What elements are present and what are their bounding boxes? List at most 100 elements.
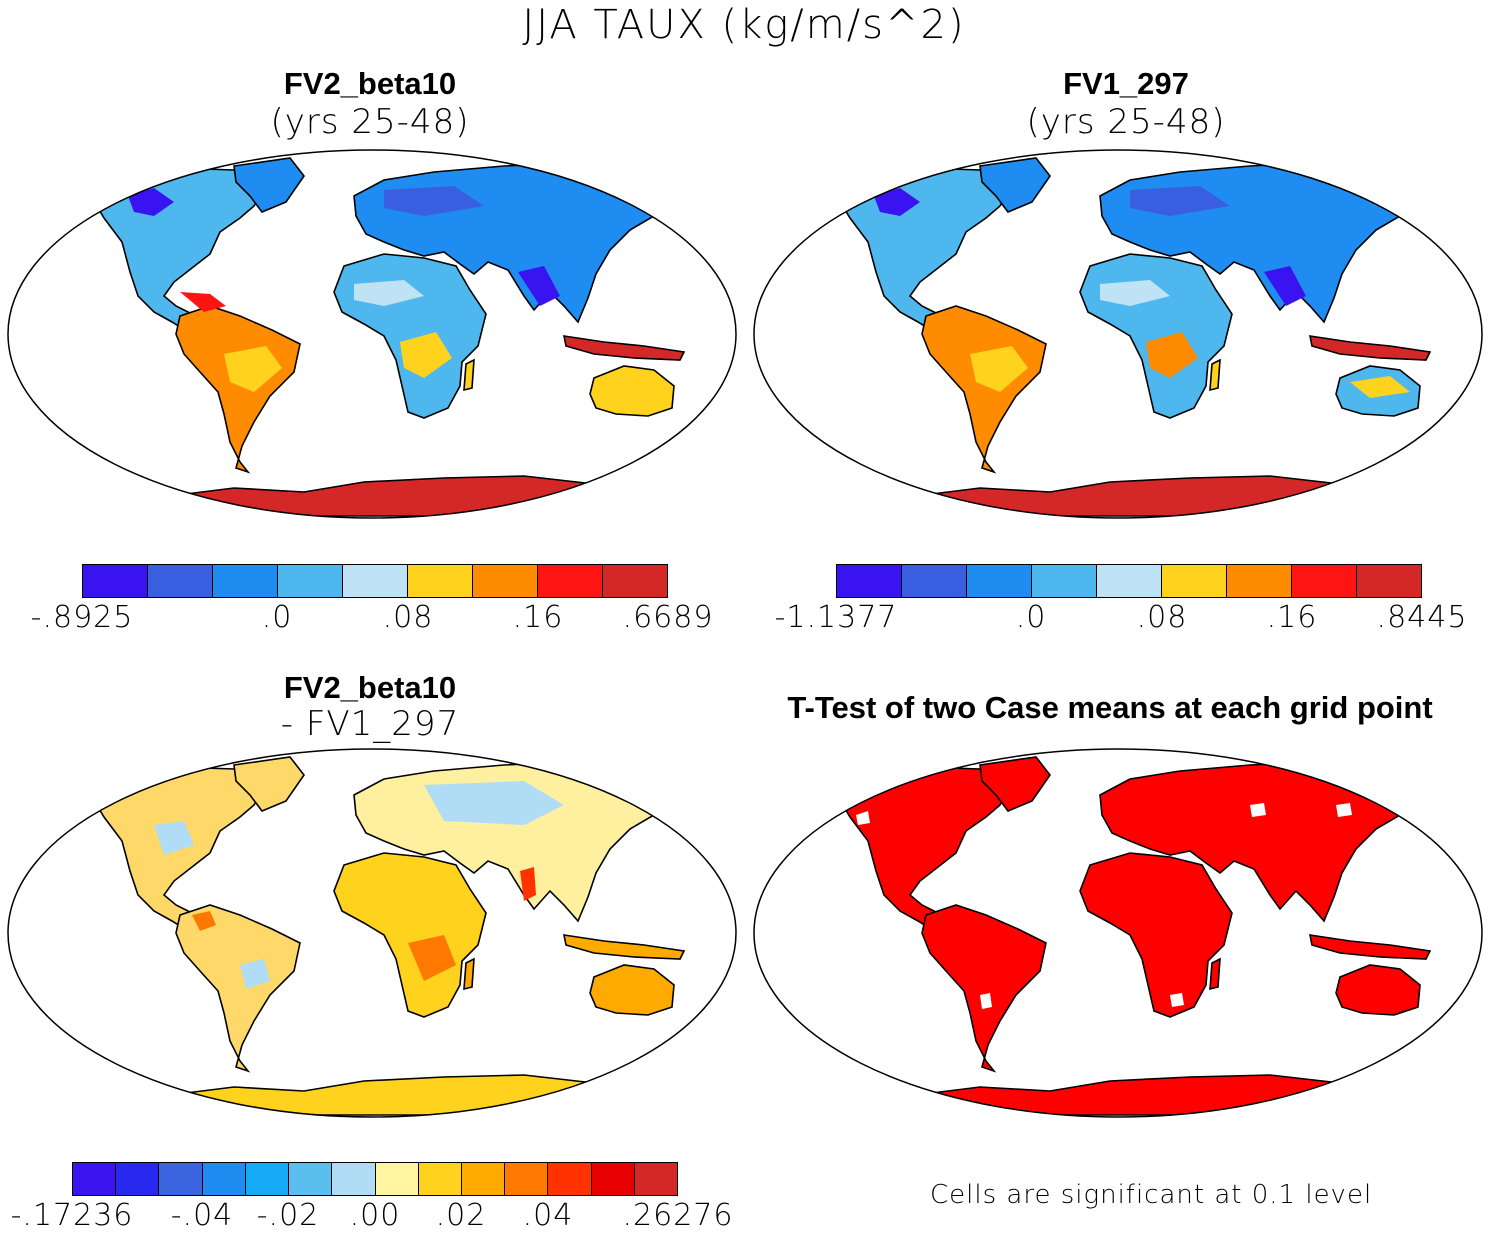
field-patch xyxy=(1336,803,1352,817)
africa-landmass xyxy=(333,253,487,419)
australia-landmass xyxy=(589,964,675,1016)
field-patch xyxy=(856,811,870,825)
field-patch xyxy=(192,911,216,931)
field-patch xyxy=(354,280,424,306)
colorbar-swatch xyxy=(375,1163,419,1195)
diff-title: FV2_beta10 xyxy=(283,670,457,705)
colorbar-swatch xyxy=(202,1163,246,1195)
australia-landmass xyxy=(1335,964,1421,1016)
colorbar-swatch xyxy=(1032,565,1097,597)
colorbar-swatch xyxy=(634,1163,678,1195)
cb-diff-label: .02 xyxy=(435,1198,487,1233)
colorbar-swatch xyxy=(73,1163,117,1195)
greenland-landmass xyxy=(233,756,305,812)
colorbar-swatch xyxy=(245,1163,290,1195)
antarctica-landmass xyxy=(897,475,1367,517)
colorbar-swatch xyxy=(538,565,603,597)
field-patch xyxy=(970,346,1028,392)
africa-landmass xyxy=(1079,852,1233,1018)
samerica-landmass xyxy=(921,904,1047,1073)
antarctica-landmass xyxy=(897,1074,1367,1116)
colorbar-swatch xyxy=(902,565,967,597)
fv2-subtitle: (yrs 25-48) xyxy=(270,102,470,142)
field-patch xyxy=(1250,803,1266,817)
field-patch xyxy=(1264,266,1306,306)
colorbar-swatch xyxy=(1097,565,1162,597)
field-patch xyxy=(384,186,484,216)
field-patch xyxy=(874,188,920,216)
map-ttest xyxy=(753,748,1483,1118)
field-patch xyxy=(400,332,452,378)
colorbar-swatch xyxy=(505,1163,549,1195)
cb-fv1-label: .8445 xyxy=(1376,600,1468,635)
cb-fv1-label: -1.1377 xyxy=(774,600,898,635)
colorbar-swatch xyxy=(213,565,278,597)
madagascar-landmass xyxy=(1209,957,1221,991)
cb-diff-label: .26276 xyxy=(622,1198,734,1233)
field-patch xyxy=(224,346,282,392)
cb-fv2-label: .16 xyxy=(512,600,564,635)
map-border xyxy=(7,149,737,519)
namerica-landmass xyxy=(836,766,1014,932)
antarctica-landmass xyxy=(151,475,621,517)
map-border xyxy=(7,748,737,1118)
colorbar-swatch xyxy=(837,565,902,597)
field-patch xyxy=(1050,783,1064,795)
colorbar-swatch xyxy=(603,565,667,597)
colorbar-swatch xyxy=(1227,565,1292,597)
colorbar-swatch xyxy=(1162,565,1227,597)
colorbar-swatch xyxy=(289,1163,333,1195)
cb-fv1-label: .0 xyxy=(1015,600,1047,635)
colorbar-swatch xyxy=(278,565,343,597)
australia-landmass xyxy=(589,365,675,417)
namerica-landmass xyxy=(90,167,268,333)
colorbar-swatch xyxy=(83,565,148,597)
fv2-title: FV2_beta10 xyxy=(283,66,457,101)
madagascar-landmass xyxy=(1209,358,1221,392)
field-patch xyxy=(1146,332,1198,378)
madagascar-landmass xyxy=(463,957,475,991)
colorbar-swatch xyxy=(1292,565,1357,597)
indonesia-landmass xyxy=(1308,934,1432,960)
greenland-landmass xyxy=(979,157,1051,213)
cb-fv2-label: .6689 xyxy=(622,600,714,635)
indonesia-landmass xyxy=(562,335,686,361)
greenland-landmass xyxy=(979,756,1051,812)
map-border xyxy=(753,149,1483,519)
colorbar-swatch xyxy=(967,565,1032,597)
cb-fv2-label: .0 xyxy=(261,600,293,635)
colorbar-fv1 xyxy=(836,564,1422,598)
cb-diff-label: -.02 xyxy=(256,1198,320,1233)
cb-diff-label: .00 xyxy=(349,1198,401,1233)
cb-fv2-label: .08 xyxy=(382,600,434,635)
field-patch xyxy=(1350,376,1410,398)
cb-fv1-label: .16 xyxy=(1266,600,1318,635)
field-patch xyxy=(240,959,270,989)
figure-title: JJA TAUX (kg/m/s^2) xyxy=(522,2,966,48)
samerica-landmass xyxy=(921,305,1047,474)
field-patch xyxy=(180,292,226,312)
significance-note: Cells are significant at 0.1 level xyxy=(930,1180,1373,1210)
colorbar-swatch xyxy=(548,1163,592,1195)
cb-diff-label: -.17236 xyxy=(10,1198,134,1233)
cb-fv1-label: .08 xyxy=(1136,600,1188,635)
samerica-landmass xyxy=(175,904,301,1073)
field-patch xyxy=(154,821,194,855)
samerica-landmass xyxy=(175,305,301,474)
field-patch xyxy=(520,867,536,901)
colorbar-swatch xyxy=(148,565,213,597)
ttest-title: T-Test of two Case means at each grid po… xyxy=(787,690,1433,725)
colorbar-swatch xyxy=(461,1163,506,1195)
indonesia-landmass xyxy=(562,934,686,960)
colorbar-fv2 xyxy=(82,564,668,598)
colorbar-swatch xyxy=(343,565,408,597)
colorbar-swatch xyxy=(591,1163,635,1195)
field-patch xyxy=(408,935,456,981)
colorbar-swatch xyxy=(473,565,538,597)
namerica-landmass xyxy=(836,167,1014,333)
africa-landmass xyxy=(1079,253,1233,419)
colorbar-diff xyxy=(72,1162,678,1196)
map-border xyxy=(753,748,1483,1118)
madagascar-landmass xyxy=(463,358,475,392)
field-patch xyxy=(424,781,564,825)
